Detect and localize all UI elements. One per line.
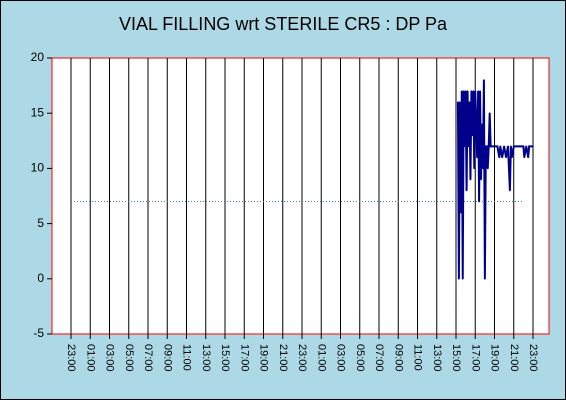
x-tick-label: 01:00 — [84, 344, 96, 372]
data-point — [527, 156, 529, 159]
data-point — [458, 278, 460, 280]
x-tick-label: 17:00 — [469, 344, 481, 372]
x-tick-label: 23:00 — [65, 344, 77, 372]
data-point — [479, 90, 481, 92]
data-point — [474, 90, 477, 92]
data-point — [503, 145, 505, 148]
data-point — [457, 101, 459, 103]
data-point — [517, 145, 520, 148]
data-point — [482, 167, 484, 170]
chart-title: VIAL FILLING wrt STERILE CR5 : DP Pa — [118, 14, 448, 34]
x-tick-label: 23:00 — [527, 344, 539, 372]
x-tick-label: 05:00 — [354, 344, 366, 372]
data-point — [478, 200, 480, 203]
data-point — [522, 145, 525, 148]
data-point — [473, 167, 476, 170]
series-line-dp-pa — [456, 80, 533, 279]
y-tick-label: 5 — [37, 216, 44, 230]
x-tick-label: 07:00 — [373, 344, 385, 372]
data-point — [481, 123, 483, 126]
data-point — [483, 79, 485, 81]
x-tick-label: 05:00 — [123, 344, 135, 372]
series-layer — [71, 79, 534, 280]
data-point — [468, 101, 471, 103]
data-point — [487, 145, 490, 148]
data-point — [484, 278, 486, 280]
x-tick-label: 21:00 — [508, 344, 520, 372]
x-tick-label: 11:00 — [181, 344, 193, 371]
x-tick-label: 03:00 — [335, 344, 347, 372]
x-tick-label: 13:00 — [200, 344, 212, 372]
gridlines — [70, 58, 534, 334]
x-tick-label: 15:00 — [450, 344, 462, 372]
data-point — [465, 189, 468, 192]
data-point — [509, 189, 511, 192]
data-point — [480, 178, 482, 181]
data-point — [532, 145, 534, 148]
data-point — [493, 145, 496, 148]
data-point — [525, 145, 528, 148]
data-point — [464, 90, 467, 92]
data-point — [459, 101, 461, 103]
x-tick-label: 19:00 — [489, 344, 501, 372]
y-axis-ticks: 20 15 10 5 0 -5 — [31, 50, 52, 340]
data-point — [460, 211, 462, 214]
y-tick-label: 0 — [37, 271, 44, 285]
data-point — [505, 156, 507, 159]
y-tick-label: 10 — [31, 161, 45, 175]
x-tick-label: 17:00 — [238, 344, 250, 372]
data-point — [523, 156, 526, 159]
x-tick-label: 09:00 — [392, 344, 404, 372]
x-tick-label: 13:00 — [431, 344, 443, 372]
x-tick-label: 15:00 — [219, 344, 231, 372]
data-point — [467, 145, 470, 148]
data-point — [498, 156, 501, 159]
data-point — [462, 90, 465, 92]
data-point — [499, 145, 502, 148]
data-point — [477, 90, 479, 92]
data-point — [460, 90, 463, 92]
data-point — [488, 112, 491, 114]
data-point — [470, 90, 473, 92]
data-point — [512, 145, 515, 148]
data-point — [469, 178, 472, 181]
data-point — [475, 123, 478, 126]
data-point — [486, 167, 489, 170]
y-tick-label: 15 — [31, 105, 45, 119]
y-tick-label: -5 — [33, 326, 44, 340]
x-tick-label: 21:00 — [277, 344, 289, 372]
data-point — [471, 134, 474, 137]
data-point — [476, 156, 478, 159]
x-tick-label: 11:00 — [412, 344, 424, 371]
x-tick-label: 07:00 — [142, 344, 154, 372]
data-point — [466, 90, 469, 92]
x-tick-label: 03:00 — [104, 344, 116, 372]
data-point — [511, 156, 513, 159]
data-point — [510, 145, 512, 148]
x-axis-ticks: 23:00 01:00 03:00 05:00 07:00 09:00 11:00 13:00… — [65, 334, 539, 372]
data-point — [461, 278, 464, 280]
data-point — [501, 156, 504, 159]
x-tick-label: 23:00 — [296, 344, 308, 372]
data-point — [463, 145, 466, 148]
data-point — [489, 145, 492, 148]
data-point — [486, 145, 488, 148]
x-tick-label: 19:00 — [258, 344, 270, 372]
y-tick-label: 20 — [31, 50, 45, 64]
data-point — [472, 90, 475, 92]
data-point — [496, 145, 499, 148]
x-tick-label: 09:00 — [161, 344, 173, 372]
data-point — [507, 145, 509, 148]
x-tick-label: 01:00 — [315, 344, 327, 372]
data-point — [528, 145, 530, 148]
